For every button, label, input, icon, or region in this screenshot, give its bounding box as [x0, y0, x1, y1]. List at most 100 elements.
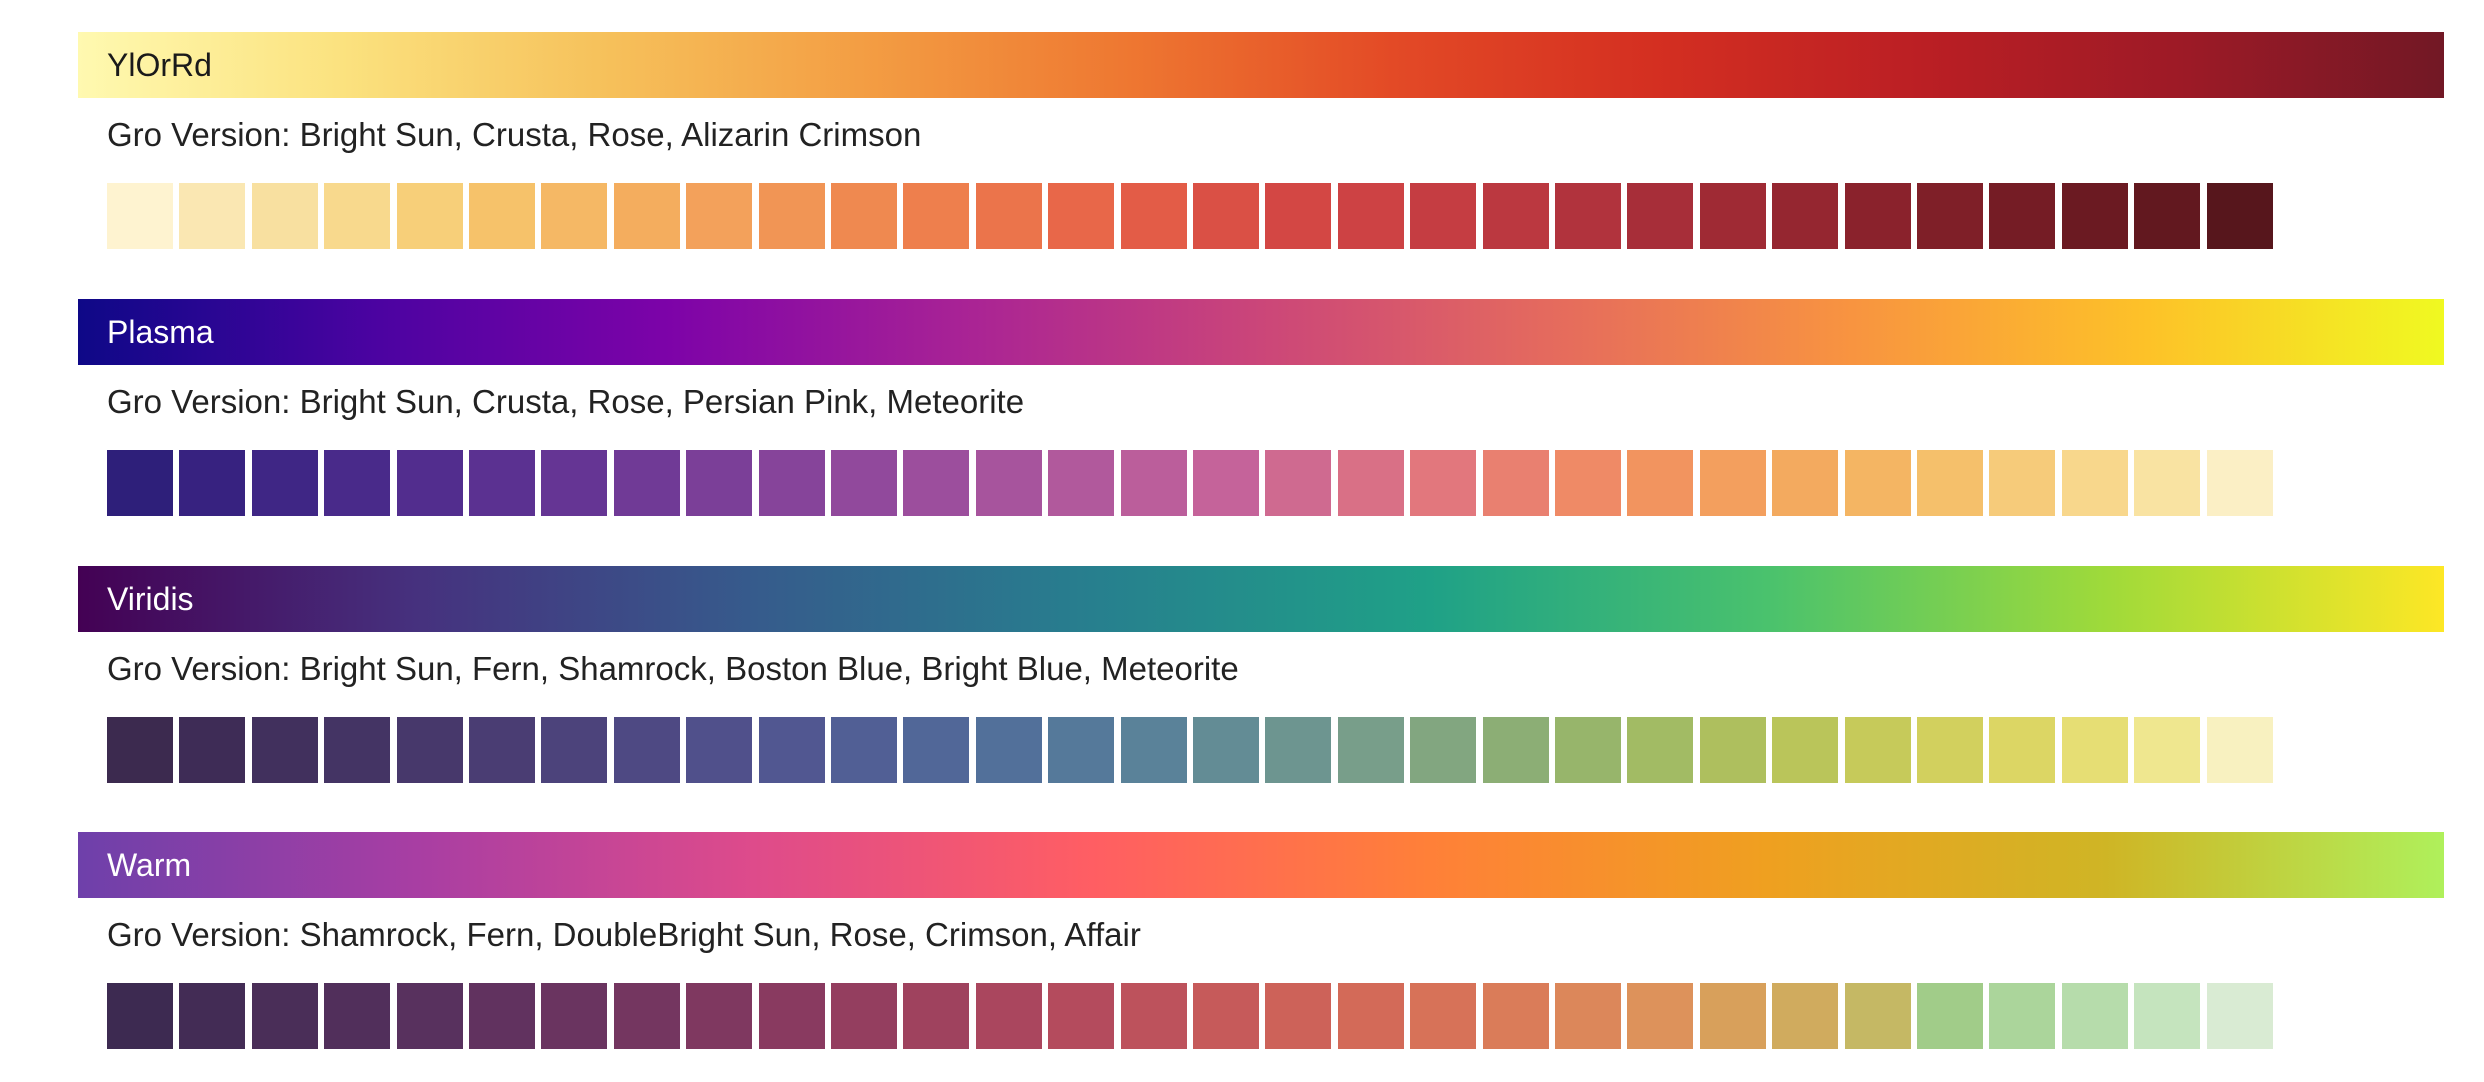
color-swatch [831, 717, 897, 783]
color-swatch [251, 183, 318, 249]
color-swatch [1555, 450, 1621, 516]
color-swatch [179, 450, 246, 516]
color-swatch [1265, 717, 1332, 783]
color-swatch [1048, 717, 1115, 783]
color-swatch [1337, 717, 1404, 783]
color-swatch [324, 183, 391, 249]
gradient-bar: Plasma [78, 299, 2444, 365]
palette-name: Viridis [107, 580, 194, 617]
color-swatch [396, 183, 463, 249]
color-swatch [1265, 983, 1332, 1049]
color-swatch [1627, 183, 1694, 249]
color-swatch [1772, 183, 1839, 249]
color-swatch [2061, 183, 2128, 249]
color-swatch [1844, 450, 1911, 516]
color-swatch [2206, 717, 2273, 783]
color-swatch [2134, 983, 2201, 1049]
color-swatch [903, 717, 970, 783]
color-swatch [1120, 450, 1187, 516]
color-swatch [1989, 717, 2056, 783]
swatch-row [107, 983, 2417, 1049]
color-swatch [469, 717, 535, 783]
color-swatch [179, 983, 246, 1049]
color-swatch [1265, 183, 1332, 249]
color-swatch [1193, 450, 1259, 516]
color-swatch [975, 183, 1042, 249]
color-swatch [541, 183, 608, 249]
color-swatch [1193, 983, 1259, 1049]
color-swatch [1844, 183, 1911, 249]
color-swatch [975, 717, 1042, 783]
color-swatch [758, 983, 825, 1049]
color-swatch [1410, 450, 1477, 516]
color-swatch [251, 450, 318, 516]
color-swatch [2206, 450, 2273, 516]
color-swatch [1555, 183, 1621, 249]
color-swatch [469, 183, 535, 249]
color-swatch [541, 450, 608, 516]
swatch-row [107, 717, 2417, 783]
color-swatch [2134, 450, 2201, 516]
color-swatch [831, 450, 897, 516]
color-swatch [1699, 183, 1766, 249]
color-swatch [1772, 717, 1839, 783]
color-swatch [1337, 450, 1404, 516]
color-swatch [1337, 983, 1404, 1049]
color-swatch [613, 983, 680, 1049]
color-swatch [975, 450, 1042, 516]
color-swatch [1917, 450, 1983, 516]
color-swatch [1482, 983, 1549, 1049]
gradient-bar: Viridis [78, 566, 2444, 632]
color-swatch [1699, 450, 1766, 516]
gro-version-label: Gro Version: Bright Sun, Fern, Shamrock,… [107, 650, 1239, 687]
color-swatch [758, 450, 825, 516]
color-swatch [2061, 983, 2128, 1049]
color-swatch [1917, 183, 1983, 249]
color-swatch [1048, 183, 1115, 249]
color-swatch [975, 983, 1042, 1049]
color-swatch [1627, 450, 1694, 516]
color-swatch [324, 450, 391, 516]
color-swatch [469, 983, 535, 1049]
color-swatch [1772, 450, 1839, 516]
color-swatch [1917, 983, 1983, 1049]
color-swatch [2134, 183, 2201, 249]
color-swatch [469, 450, 535, 516]
color-swatch [2134, 717, 2201, 783]
color-swatch [1482, 717, 1549, 783]
color-swatch [1844, 717, 1911, 783]
color-swatch [1482, 450, 1549, 516]
color-swatch [1410, 983, 1477, 1049]
color-swatch [1120, 717, 1187, 783]
color-swatch [107, 183, 173, 249]
color-swatch [686, 183, 753, 249]
gro-version-label: Gro Version: Bright Sun, Crusta, Rose, A… [107, 116, 922, 153]
color-swatch [1193, 717, 1259, 783]
color-swatch [541, 717, 608, 783]
color-swatch [179, 183, 246, 249]
color-swatch [686, 450, 753, 516]
color-swatch [107, 983, 173, 1049]
color-swatch [2061, 450, 2128, 516]
color-swatch [1482, 183, 1549, 249]
color-swatch [1989, 983, 2056, 1049]
color-swatch [1627, 717, 1694, 783]
color-swatch [324, 717, 391, 783]
color-swatch [541, 983, 608, 1049]
color-swatch [1410, 717, 1477, 783]
color-swatch [613, 717, 680, 783]
gro-version-label: Gro Version: Bright Sun, Crusta, Rose, P… [107, 383, 1025, 420]
color-swatch [179, 717, 246, 783]
gro-version-label: Gro Version: Shamrock, Fern, DoubleBrigh… [107, 916, 1141, 953]
color-swatch [1120, 983, 1187, 1049]
color-swatch [1772, 983, 1839, 1049]
color-swatch [1048, 450, 1115, 516]
color-swatch [2206, 983, 2273, 1049]
color-swatch [686, 717, 753, 783]
color-swatch [903, 450, 970, 516]
color-swatch [107, 717, 173, 783]
color-swatch [1410, 183, 1477, 249]
swatch-row [107, 183, 2417, 249]
color-swatch [1627, 983, 1694, 1049]
color-swatch [1555, 717, 1621, 783]
